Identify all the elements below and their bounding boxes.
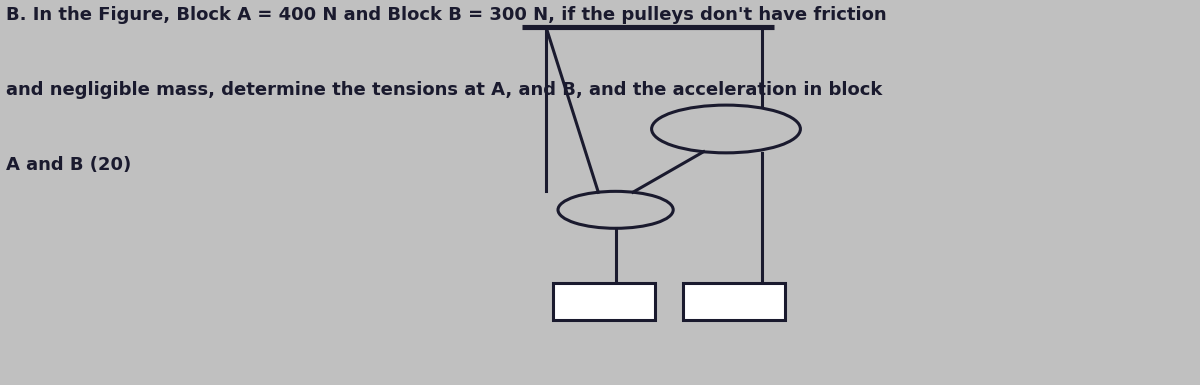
Bar — [553, 283, 655, 320]
Bar — [684, 283, 785, 320]
Text: B. In the Figure, Block A = 400 N and Block B = 300 N, if the pulleys don't have: B. In the Figure, Block A = 400 N and Bl… — [6, 6, 887, 24]
Text: 400 N: 400 N — [584, 295, 623, 308]
Text: 300 N: 300 N — [715, 295, 754, 308]
Text: A and B (20): A and B (20) — [6, 156, 131, 174]
Text: and negligible mass, determine the tensions at A, and B, and the acceleration in: and negligible mass, determine the tensi… — [6, 81, 882, 99]
